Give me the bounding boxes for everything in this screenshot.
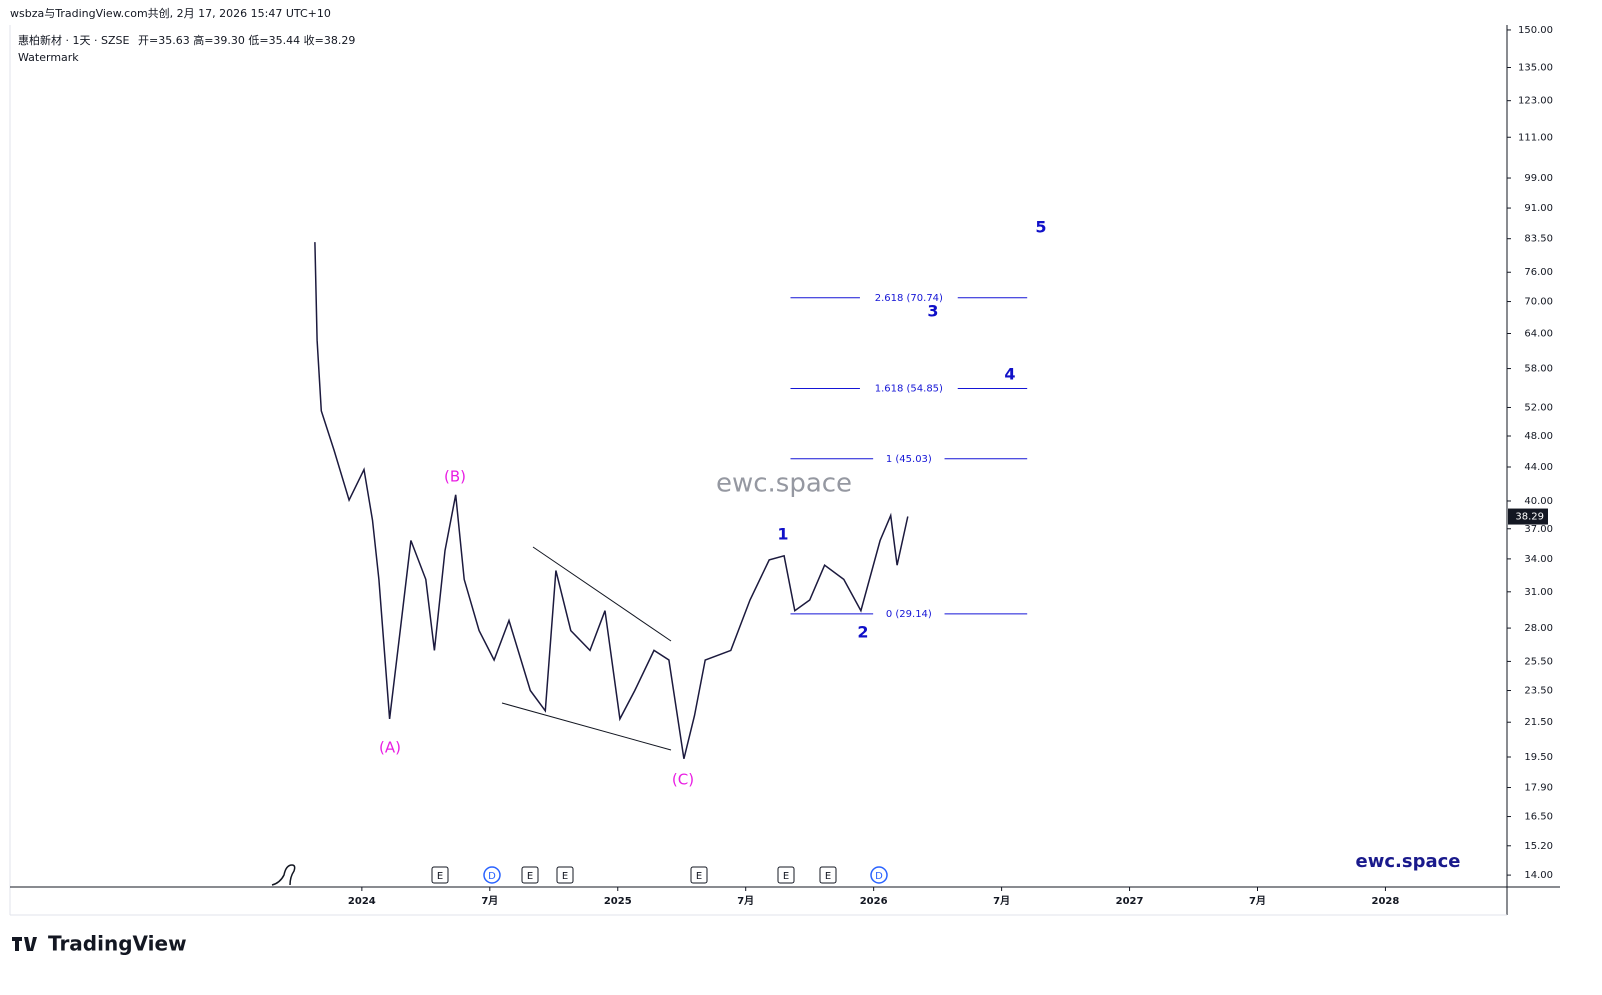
dividend-marker — [483, 866, 501, 884]
fib-label: 1 (45.03) — [886, 454, 932, 465]
fib-label: 0 (29.14) — [886, 609, 932, 620]
event-label: E — [527, 871, 533, 882]
brand: ewc.space — [1356, 851, 1461, 872]
x-tick-label: 7月 — [481, 895, 498, 907]
earnings-marker — [556, 866, 574, 884]
wave-label: (C) — [672, 771, 694, 789]
y-tick-label: 21.50 — [1524, 717, 1553, 728]
dino-icon — [271, 864, 296, 886]
x-tick-label: 2025 — [604, 896, 632, 907]
fib-label: 2.618 (70.74) — [875, 293, 943, 304]
y-tick-label: 16.50 — [1524, 812, 1553, 823]
event-label: E — [783, 871, 789, 882]
wave-label: (B) — [444, 468, 466, 486]
earnings-marker — [521, 866, 539, 884]
symbol: 惠柏新材 · 1天 · SZSE — [18, 33, 129, 47]
y-tick-label: 40.00 — [1524, 496, 1553, 507]
event-label: D — [488, 871, 496, 882]
y-tick-label: 123.00 — [1518, 96, 1553, 107]
wave-label: 4 — [1004, 365, 1015, 384]
y-tick-label: 111.00 — [1518, 132, 1553, 143]
credit: wsbza与TradingView.com共创, 2月 17, 2026 15:… — [10, 7, 331, 20]
y-tick-label: 76.00 — [1524, 267, 1553, 278]
y-tick-label: 44.00 — [1524, 462, 1553, 473]
dividend-marker — [870, 866, 888, 884]
x-tick-label: 7月 — [1249, 895, 1266, 907]
trend-line — [501, 702, 672, 751]
y-tick-label: 150.00 — [1518, 25, 1553, 36]
trend-line — [532, 546, 672, 642]
x-tick-label: 2026 — [860, 896, 888, 907]
event-label: E — [437, 871, 443, 882]
y-tick-label: 31.00 — [1524, 587, 1553, 598]
logo-icon — [12, 937, 37, 951]
earnings-marker — [777, 866, 795, 884]
wave-label: 3 — [927, 302, 938, 321]
y-tick-label: 83.50 — [1524, 234, 1553, 245]
y-tick-label: 28.00 — [1524, 623, 1553, 634]
y-tick-label: 99.00 — [1524, 173, 1553, 184]
watermark: ewc.space — [716, 469, 852, 499]
wave-label: 2 — [857, 623, 868, 642]
y-tick-label: 52.00 — [1524, 402, 1553, 413]
ohlc: 开=35.63 高=39.30 低=35.44 收=38.29 — [138, 33, 355, 47]
watermark-label: Watermark — [18, 51, 79, 64]
earnings-marker — [431, 866, 449, 884]
x-tick-label: 2027 — [1116, 896, 1144, 907]
y-tick-label: 19.50 — [1524, 752, 1553, 763]
y-tick-label: 17.90 — [1524, 783, 1553, 794]
y-tick-label: 23.50 — [1524, 686, 1553, 697]
event-label: D — [875, 871, 883, 882]
x-tick-label: 7月 — [737, 895, 754, 907]
y-tick-label: 14.00 — [1524, 870, 1553, 881]
earnings-marker — [690, 866, 708, 884]
logo: TradingView — [48, 932, 187, 956]
price-line — [314, 242, 909, 759]
y-tick-label: 64.00 — [1524, 328, 1553, 339]
earnings-marker — [819, 866, 837, 884]
wave-label: 5 — [1035, 218, 1046, 237]
x-tick-label: 2024 — [348, 896, 376, 907]
y-tick-label: 91.00 — [1524, 203, 1553, 214]
event-label: E — [696, 871, 702, 882]
y-tick-label: 25.50 — [1524, 656, 1553, 667]
fib-label: 1.618 (54.85) — [875, 383, 943, 394]
event-label: E — [562, 871, 568, 882]
y-tick-label: 70.00 — [1524, 297, 1553, 308]
price-tag — [1508, 508, 1548, 525]
x-tick-label: 2028 — [1372, 896, 1400, 907]
wave-label: (A) — [379, 739, 401, 757]
y-tick-label: 58.00 — [1524, 364, 1553, 375]
price-tag-label: 38.29 — [1515, 512, 1544, 523]
wave-label: 1 — [777, 525, 788, 544]
y-tick-label: 48.00 — [1524, 431, 1553, 442]
event-label: E — [825, 871, 831, 882]
x-tick-label: 7月 — [993, 895, 1010, 907]
y-tick-label: 135.00 — [1518, 63, 1553, 74]
y-tick-label: 34.00 — [1524, 554, 1553, 565]
y-tick-label: 15.20 — [1524, 841, 1553, 852]
y-tick-label: 37.00 — [1524, 524, 1553, 535]
